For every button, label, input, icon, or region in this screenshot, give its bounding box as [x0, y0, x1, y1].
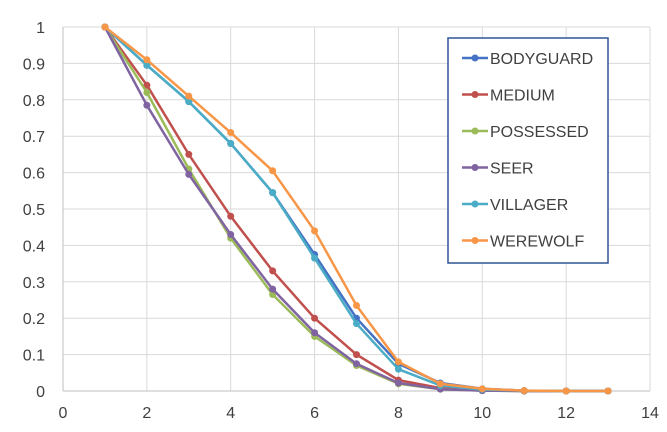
legend-label: MEDIUM — [490, 88, 555, 105]
y-tick-label: 0.7 — [23, 129, 45, 146]
series-lines — [101, 23, 612, 395]
legend-label: BODYGUARD — [490, 51, 593, 68]
y-tick-label: 1 — [36, 20, 45, 37]
y-tick-label: 0.1 — [23, 348, 45, 365]
data-point-werewolf — [101, 23, 109, 31]
data-point-seer — [269, 285, 277, 293]
data-point-werewolf — [143, 56, 151, 64]
legend-item-werewolf: WEREWOLF — [462, 234, 584, 251]
x-tick-label: 0 — [59, 405, 68, 422]
data-point-villager — [394, 365, 402, 373]
x-tick-label: 4 — [226, 405, 235, 422]
data-point-villager — [185, 98, 193, 106]
data-point-werewolf — [269, 167, 277, 175]
tick-labels: 00.10.20.30.40.50.60.70.80.910 2 4 6 8 10 12 14 — [23, 20, 659, 422]
legend-label: WEREWOLF — [490, 234, 584, 251]
data-point-medium — [185, 150, 193, 158]
legend-label: VILLAGER — [490, 197, 568, 214]
y-tick-label: 0.9 — [23, 56, 45, 73]
data-point-medium — [143, 81, 151, 89]
x-tick-label: 2 — [142, 405, 151, 422]
legend-label: SEER — [490, 161, 534, 178]
data-point-werewolf — [478, 385, 486, 393]
legend-item-seer: SEER — [462, 161, 534, 178]
legend-swatch-marker — [471, 237, 479, 244]
data-point-possessed — [269, 291, 277, 299]
legend-item-villager: VILLAGER — [462, 197, 568, 214]
series-werewolf — [101, 23, 612, 395]
data-point-werewolf — [604, 387, 612, 395]
legend-swatch-marker — [471, 200, 479, 208]
data-point-seer — [353, 360, 360, 368]
data-point-medium — [227, 212, 235, 220]
legend-item-possessed: POSSESSED — [462, 124, 589, 141]
legend-swatch-marker — [471, 91, 479, 98]
legend-swatch-marker — [471, 127, 479, 135]
data-point-medium — [353, 351, 360, 359]
y-tick-label: 0.3 — [23, 275, 45, 292]
x-tick-label: 14 — [641, 405, 659, 422]
y-tick-label: 0 — [36, 384, 45, 401]
y-tick-label: 0.4 — [23, 238, 45, 255]
data-point-medium — [311, 314, 319, 322]
legend-swatch-marker — [471, 54, 479, 62]
data-point-villager — [227, 139, 235, 147]
data-point-seer — [394, 379, 402, 387]
y-tick-label: 0.8 — [23, 93, 45, 110]
x-tick-label: 12 — [557, 405, 575, 422]
y-tick-label: 0.2 — [23, 311, 45, 328]
data-point-villager — [269, 189, 277, 197]
legend-swatch-marker — [471, 164, 479, 171]
x-tick-label: 6 — [310, 405, 319, 422]
data-point-seer — [185, 170, 193, 178]
data-point-werewolf — [353, 301, 360, 309]
data-point-seer — [143, 101, 151, 109]
data-point-werewolf — [311, 227, 319, 235]
data-point-seer — [227, 230, 235, 238]
data-point-werewolf — [185, 92, 193, 100]
legend: BODYGUARD MEDIUM POSSESSED SEER VILLAGER WERE… — [447, 37, 609, 264]
legend-item-bodyguard: BODYGUARD — [462, 51, 593, 68]
data-point-werewolf — [394, 358, 402, 366]
data-point-werewolf — [520, 387, 528, 395]
x-tick-label: 8 — [394, 405, 403, 422]
data-point-werewolf — [562, 387, 570, 395]
data-point-werewolf — [227, 129, 235, 137]
y-tick-label: 0.5 — [23, 202, 45, 219]
data-point-villager — [353, 320, 360, 328]
data-point-medium — [269, 267, 277, 275]
data-point-possessed — [143, 89, 151, 97]
data-point-werewolf — [436, 380, 444, 388]
y-tick-label: 0.6 — [23, 166, 45, 183]
data-point-villager — [311, 254, 319, 262]
x-tick-label: 10 — [473, 405, 491, 422]
legend-label: POSSESSED — [490, 124, 589, 141]
legend-item-medium: MEDIUM — [462, 88, 555, 105]
data-point-villager — [143, 61, 151, 69]
legend-box — [447, 37, 609, 264]
data-point-seer — [311, 329, 319, 337]
